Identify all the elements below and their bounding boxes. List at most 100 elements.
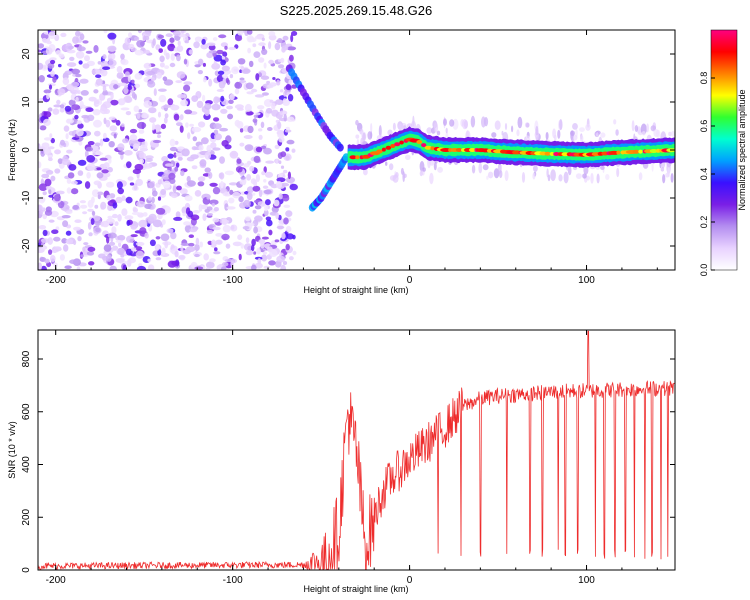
- heatmap-noise-cell: [130, 226, 137, 230]
- heatmap-noise-cell: [183, 58, 188, 65]
- heatmap-noise-cell: [254, 112, 261, 116]
- heatmap-noise-cell: [203, 253, 209, 261]
- heatmap-noise-cell: [209, 199, 219, 205]
- heatmap-noise-cell: [255, 174, 260, 183]
- heatmap-noise-cell: [66, 178, 72, 184]
- heatmap-noise-cell: [128, 32, 133, 38]
- colorbar-tick-label: 0.8: [699, 72, 709, 85]
- heatmap-noise-cell: [251, 238, 256, 247]
- heatmap-noise-cell: [94, 204, 99, 209]
- heatmap-noise-cell: [170, 232, 177, 240]
- heatmap-noise-cell: [286, 46, 297, 51]
- heatmap-noise-cell: [169, 37, 175, 43]
- heatmap-noise-cell: [282, 174, 286, 178]
- heatmap-noise-cell: [48, 31, 56, 39]
- heatmap-noise-cell: [171, 193, 178, 199]
- heatmap-noise-cell: [191, 165, 198, 170]
- heatmap-faint-cell: [487, 171, 494, 179]
- heatmap-noise-cell: [244, 144, 254, 152]
- spec-x-tick-label: 100: [578, 275, 595, 286]
- heatmap-noise-cell: [261, 37, 265, 42]
- heatmap-noise-cell: [164, 240, 169, 249]
- heatmap-noise-cell: [160, 123, 166, 130]
- heatmap-noise-cell: [100, 83, 110, 87]
- heatmap-noise-cell: [281, 45, 289, 51]
- heatmap-noise-cell: [157, 111, 162, 118]
- heatmap-noise-cell: [285, 225, 292, 233]
- heatmap-noise-cell: [186, 246, 196, 253]
- colorbar-tick-label: 0.2: [699, 216, 709, 229]
- heatmap-noise-cell: [226, 105, 234, 110]
- heatmap-noise-cell: [135, 250, 145, 259]
- heatmap-noise-cell: [280, 57, 285, 64]
- heatmap-noise-cell: [63, 125, 70, 132]
- heatmap-faint-cell: [660, 167, 665, 172]
- heatmap-noise-cell: [117, 187, 124, 195]
- heatmap-noise-cell: [176, 45, 184, 52]
- heatmap-noise-cell: [146, 70, 156, 76]
- heatmap-noise-cell: [234, 104, 244, 110]
- heatmap-noise-cell: [192, 210, 200, 214]
- heatmap-noise-cell: [253, 155, 261, 163]
- heatmap-faint-cell: [526, 122, 530, 128]
- heatmap-noise-cell: [252, 118, 258, 123]
- heatmap-noise-cell: [131, 211, 141, 216]
- heatmap-noise-cell: [83, 242, 89, 246]
- heatmap-noise-cell: [102, 101, 112, 109]
- heatmap-noise-cell: [197, 70, 203, 75]
- heatmap-noise-cell: [41, 142, 50, 149]
- heatmap-noise-cell: [62, 244, 69, 252]
- heatmap-noise-cell: [121, 123, 125, 128]
- heatmap-faint-cell: [360, 137, 364, 146]
- heatmap-faint-cell: [419, 170, 423, 177]
- heatmap-noise-cell: [267, 246, 273, 253]
- heatmap-noise-cell: [65, 230, 72, 236]
- heatmap-noise-cell: [204, 151, 211, 160]
- heatmap-noise-cell: [80, 204, 88, 209]
- heatmap-noise-cell: [124, 215, 134, 220]
- heatmap-noise-cell: [257, 258, 262, 265]
- heatmap-noise-cell: [224, 191, 228, 196]
- figure-title: S225.2025.269.15.48.G26: [280, 3, 433, 18]
- heatmap-noise-cell: [206, 206, 213, 211]
- heatmap-noise-cell: [213, 96, 220, 104]
- heatmap-noise-cell: [139, 158, 145, 164]
- heatmap-ridge-peak: [421, 143, 427, 148]
- heatmap-noise-cell: [47, 146, 55, 150]
- heatmap-faint-cell: [532, 172, 536, 180]
- heatmap-noise-cell: [102, 85, 107, 92]
- heatmap-noise-cell: [277, 121, 282, 130]
- heatmap-noise-cell: [202, 76, 207, 83]
- heatmap-noise-cell: [152, 190, 158, 197]
- heatmap-faint-cell: [605, 174, 610, 180]
- heatmap-noise-cell: [123, 95, 132, 103]
- heatmap-noise-cell: [66, 62, 77, 67]
- heatmap-noise-cell: [194, 190, 202, 197]
- spec-x-tick-label: -200: [46, 275, 66, 286]
- heatmap-noise-cell: [266, 219, 273, 227]
- heatmap-noise-cell: [194, 64, 201, 68]
- heatmap-noise-cell: [93, 89, 99, 94]
- heatmap-noise-cell: [42, 229, 48, 237]
- heatmap-faint-cell: [471, 164, 476, 174]
- heatmap-noise-cell: [126, 161, 132, 169]
- heatmap-noise-cell: [193, 41, 200, 49]
- heatmap-noise-cell: [43, 147, 52, 155]
- heatmap-noise-cell: [50, 70, 55, 77]
- heatmap-noise-cell: [263, 209, 269, 217]
- heatmap-noise-cell: [206, 52, 214, 59]
- heatmap-faint-cell: [482, 164, 489, 171]
- heatmap-noise-cell: [185, 122, 189, 128]
- heatmap-noise-cell: [46, 40, 52, 45]
- heatmap-noise-cell: [245, 237, 250, 244]
- heatmap-noise-cell: [137, 138, 146, 142]
- heatmap-noise-cell: [143, 100, 152, 108]
- heatmap-noise-cell: [218, 34, 227, 39]
- heatmap-noise-cell: [261, 236, 269, 240]
- heatmap-noise-cell: [123, 150, 133, 156]
- heatmap-faint-cell: [521, 172, 526, 183]
- heatmap-noise-cell: [173, 113, 180, 121]
- heatmap-noise-cell: [268, 229, 273, 236]
- heatmap-noise-cell: [75, 73, 82, 78]
- spec-y-tick-label: 20: [21, 48, 32, 60]
